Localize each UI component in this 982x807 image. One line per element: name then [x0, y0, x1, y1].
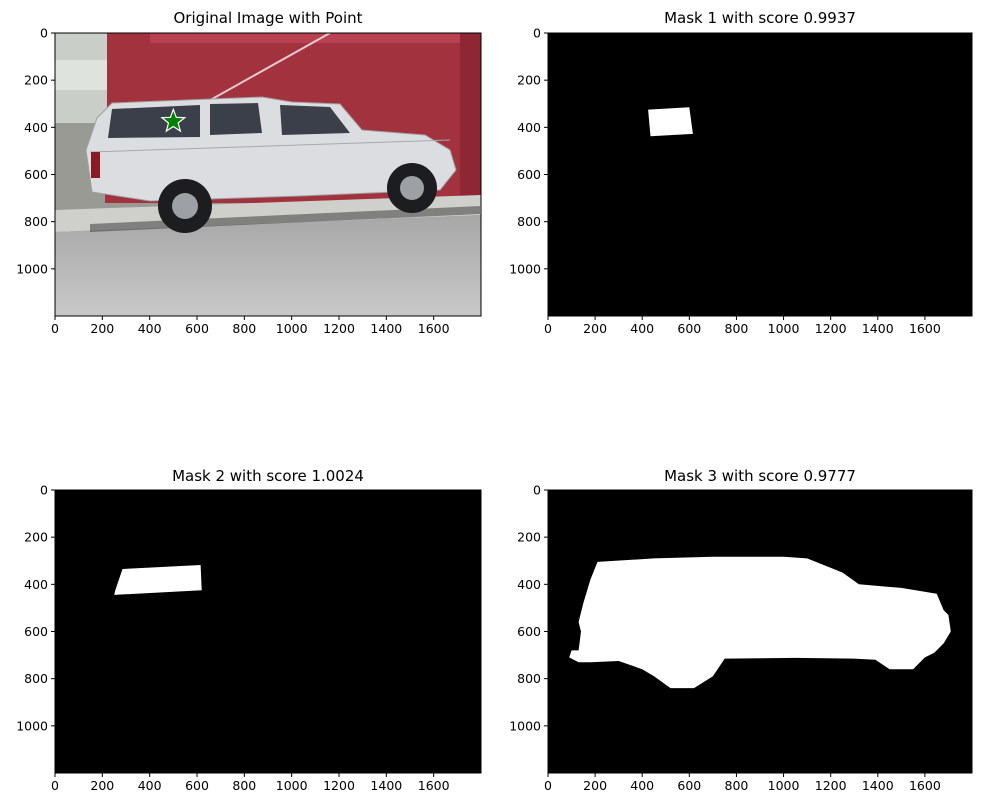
photo-panel: [55, 33, 481, 316]
x-tick-label: 800: [725, 321, 749, 336]
x-tick-label: 1600: [418, 321, 450, 336]
panel-title-2: Mask 2 with score 1.0024: [172, 467, 364, 485]
x-tick-label: 200: [583, 321, 607, 336]
photo-truck-window-rear: [108, 105, 200, 138]
tick-layer: 0 200 400 600 800 1000 1200 1400 1600 0 200 400 600 8…: [16, 26, 941, 794]
x-tick-label: 0: [544, 778, 552, 793]
mask-region: [114, 565, 202, 595]
x-tick-label: 200: [90, 321, 114, 336]
photo-wheel-rear-hub: [172, 193, 198, 219]
y-tick-label: 200: [517, 73, 541, 88]
panel-title-3: Mask 3 with score 0.9777: [664, 467, 856, 485]
y-tick-label: 600: [24, 167, 48, 182]
mask-region: [648, 107, 693, 137]
photo-stair-rail: [204, 33, 331, 104]
y-tick-label: 1000: [16, 261, 48, 276]
y-tick-label: 0: [40, 483, 48, 498]
photo-right-pillar: [460, 33, 481, 203]
mask-region: [569, 556, 951, 689]
y-tick-label: 200: [24, 530, 48, 545]
x-tick-label: 1600: [909, 778, 941, 793]
x-tick-label: 800: [232, 321, 256, 336]
x-tick-label: 800: [725, 778, 749, 793]
photo-truck-window-cab: [280, 105, 350, 135]
star-point-marker: [160, 107, 187, 133]
photo-truck-window-mid: [210, 103, 262, 135]
x-tick-label: 400: [630, 778, 654, 793]
y-tick-label: 0: [533, 26, 541, 41]
x-tick-label: 1600: [418, 778, 450, 793]
point-layer: [160, 107, 187, 133]
y-tick-label: 400: [24, 120, 48, 135]
mask-panel-1: [548, 33, 972, 316]
mask-layer: [114, 107, 951, 689]
photo-truck-taillight: [91, 152, 100, 178]
y-tick-label: 0: [533, 483, 541, 498]
mask-panel-2: [55, 490, 481, 773]
y-tick-label: 200: [24, 73, 48, 88]
x-tick-label: 1400: [862, 321, 894, 336]
y-tick-label: 800: [517, 214, 541, 229]
x-tick-label: 0: [544, 321, 552, 336]
x-tick-label: 200: [583, 778, 607, 793]
x-tick-label: 600: [185, 321, 209, 336]
y-tick-label: 400: [517, 120, 541, 135]
y-tick-label: 600: [517, 167, 541, 182]
x-tick-label: 600: [185, 778, 209, 793]
y-tick-label: 400: [24, 577, 48, 592]
y-tick-label: 600: [24, 624, 48, 639]
photo-balcony-rail: [55, 60, 107, 90]
photo-truck-body-line: [89, 139, 451, 153]
x-tick-label: 400: [138, 321, 162, 336]
x-tick-label: 0: [51, 778, 59, 793]
x-tick-label: 0: [51, 321, 59, 336]
x-tick-label: 1200: [815, 778, 847, 793]
x-tick-label: 1600: [909, 321, 941, 336]
y-tick-label: 1000: [509, 718, 541, 733]
y-tick-label: 800: [24, 214, 48, 229]
y-tick-label: 800: [517, 671, 541, 686]
x-tick-label: 400: [138, 778, 162, 793]
y-tick-label: 800: [24, 671, 48, 686]
x-tick-label: 1200: [323, 778, 355, 793]
x-tick-label: 1400: [370, 321, 402, 336]
photo-road: [55, 215, 481, 316]
panel-title-1: Mask 1 with score 0.9937: [664, 9, 856, 27]
x-tick-label: 1400: [862, 778, 894, 793]
y-tick-label: 1000: [509, 261, 541, 276]
x-tick-label: 600: [677, 778, 701, 793]
x-tick-label: 1000: [276, 321, 308, 336]
x-tick-label: 200: [90, 778, 114, 793]
x-tick-label: 1000: [768, 778, 800, 793]
x-tick-label: 800: [232, 778, 256, 793]
y-tick-label: 200: [517, 530, 541, 545]
y-tick-label: 0: [40, 26, 48, 41]
y-tick-label: 1000: [16, 718, 48, 733]
x-tick-label: 400: [630, 321, 654, 336]
x-tick-label: 1000: [276, 778, 308, 793]
panel-title-0: Original Image with Point: [173, 9, 362, 27]
x-tick-label: 1200: [815, 321, 847, 336]
x-tick-label: 1000: [768, 321, 800, 336]
x-tick-label: 1400: [370, 778, 402, 793]
photo-wall-stripe: [150, 33, 470, 43]
y-tick-label: 400: [517, 577, 541, 592]
x-tick-label: 1200: [323, 321, 355, 336]
y-tick-label: 600: [517, 624, 541, 639]
photo-wheel-front-hub: [400, 176, 424, 200]
x-tick-label: 600: [677, 321, 701, 336]
